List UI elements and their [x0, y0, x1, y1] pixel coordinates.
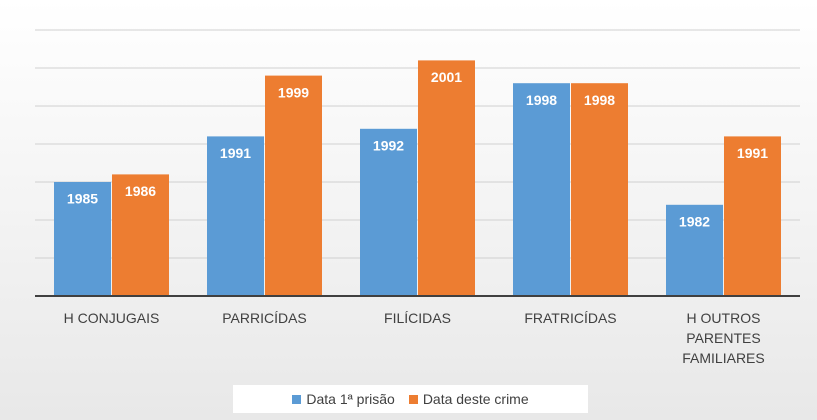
legend-label: Data deste crime: [422, 391, 529, 407]
x-tick-label: H CONJUGAIS: [63, 310, 160, 326]
data-label: 1998: [584, 92, 615, 108]
data-label: 1999: [278, 84, 309, 100]
bar: [513, 83, 570, 296]
data-label: 1998: [526, 92, 557, 108]
legend-item: Data deste crime: [408, 391, 529, 407]
bar: [265, 75, 322, 296]
bar: [360, 128, 417, 296]
bar: [418, 60, 475, 297]
bar: [112, 174, 169, 296]
data-label: 1992: [373, 138, 404, 154]
data-label: 1985: [67, 191, 98, 207]
legend-swatch: [408, 394, 418, 404]
bar: [666, 204, 723, 296]
bar: [54, 182, 111, 296]
legend-item: Data 1ª prisão: [292, 391, 395, 407]
bar: [207, 136, 264, 296]
bar: [571, 83, 628, 296]
legend: Data 1ª prisão Data deste crime: [233, 385, 588, 413]
x-tick-label: FILÍCIDAS: [384, 310, 451, 326]
bar: [724, 136, 781, 296]
data-label: 1991: [737, 145, 768, 161]
data-label: 1991: [220, 145, 251, 161]
x-tick-label: PARRICÍDAS: [222, 310, 307, 326]
x-tick-label: H OUTROS PARENTES FAMILIARES: [682, 310, 765, 366]
data-label: 1982: [679, 214, 710, 230]
data-label: 1986: [125, 183, 156, 199]
legend-label: Data 1ª prisão: [306, 391, 395, 407]
legend-swatch: [292, 394, 302, 404]
data-label: 2001: [431, 69, 462, 85]
x-tick-label: FRATRICÍDAS: [524, 310, 617, 326]
